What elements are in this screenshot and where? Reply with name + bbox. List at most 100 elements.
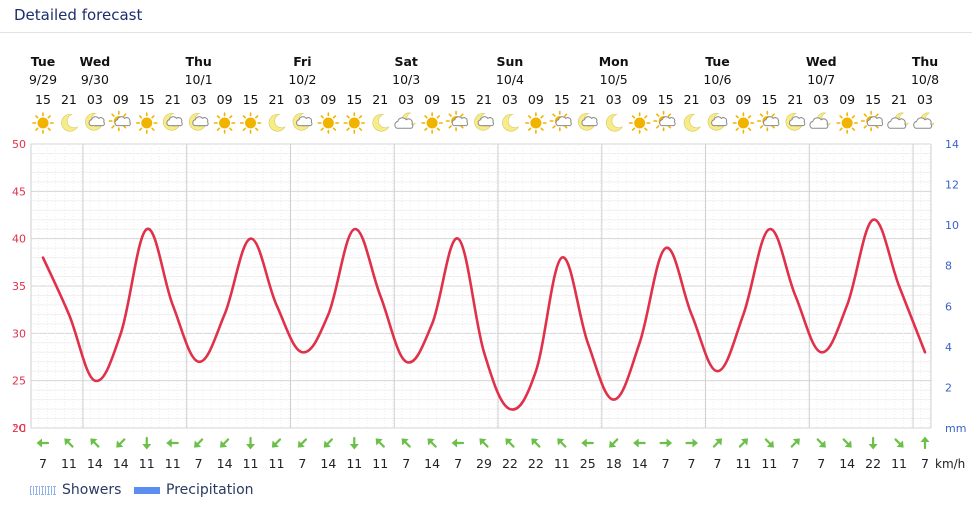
wind-arrow <box>842 438 852 448</box>
weather-icon-moon-cloud <box>292 112 313 131</box>
y2-tick-label: 8 <box>945 260 952 273</box>
temperature-point <box>379 294 381 296</box>
legend-precipitation[interactable]: Precipitation <box>134 482 254 498</box>
hour-label: 03 <box>191 92 207 107</box>
hour-label: 21 <box>787 92 803 107</box>
wind-arrow <box>64 438 74 448</box>
hour-label: 09 <box>632 92 648 107</box>
weather-icon-sun-cloud <box>549 110 572 132</box>
day-date: 10/5 <box>600 72 628 87</box>
wind-arrow <box>712 438 723 448</box>
y2-tick-label: 14 <box>945 138 959 151</box>
hour-label: 03 <box>917 92 933 107</box>
cloud-icon <box>913 117 933 129</box>
cloud-icon <box>296 116 313 127</box>
wind-arrow <box>894 438 904 448</box>
wind-speed-label: 7 <box>195 456 203 471</box>
temperature-point <box>197 361 199 363</box>
legend-showers[interactable]: Showers <box>30 482 121 498</box>
wind-arrow <box>633 438 646 448</box>
hour-label: 09 <box>424 92 440 107</box>
wind-speed-label: 14 <box>113 456 129 471</box>
sun-icon <box>32 112 54 134</box>
wind-speed-label: 7 <box>662 456 670 471</box>
temperature-point <box>820 351 822 353</box>
hour-label: 03 <box>87 92 103 107</box>
day-date: 10/6 <box>703 72 731 87</box>
cloud-icon <box>394 117 414 129</box>
wind-speed-label: 29 <box>476 456 492 471</box>
wind-arrow <box>581 438 594 448</box>
wind-arrow <box>375 438 385 448</box>
day-date: 10/7 <box>807 72 835 87</box>
temperature-point <box>431 323 433 325</box>
day-name: Mon <box>599 54 629 69</box>
weather-icon-moon-cloud <box>578 112 598 131</box>
y-tick-label: 40 <box>12 233 26 246</box>
wind-speed-label: 7 <box>791 456 799 471</box>
wind-speed-label: 22 <box>528 456 544 471</box>
cloud-icon <box>866 116 884 127</box>
temperature-point <box>327 313 329 315</box>
temperature-point <box>924 351 926 353</box>
cloud-icon <box>88 116 105 127</box>
wind-arrow <box>90 438 100 448</box>
day-date: 10/2 <box>288 72 316 87</box>
weather-icon-moon <box>502 113 520 132</box>
temperature-point <box>768 228 770 230</box>
wind-speed-label: 11 <box>346 456 362 471</box>
wind-arrow <box>142 436 152 450</box>
wind-arrow <box>427 438 437 448</box>
wind-speed-label: 7 <box>688 456 696 471</box>
temperature-point <box>483 351 485 353</box>
weather-icon-moon-cloud <box>707 112 728 131</box>
sun-icon <box>628 112 651 134</box>
weather-icon-cloud-moon <box>887 112 909 129</box>
hour-label: 21 <box>269 92 285 107</box>
wind-arrow <box>36 438 50 448</box>
precipitation-label: Precipitation <box>166 482 254 498</box>
moon-icon <box>372 113 390 132</box>
temperature-point <box>275 304 277 306</box>
sun-icon <box>732 112 755 134</box>
wind-speed-label: 14 <box>424 456 440 471</box>
cloud-icon <box>581 116 598 127</box>
temperature-point <box>664 247 666 249</box>
wind-arrow <box>738 438 749 448</box>
weather-icon-cloud-moon <box>394 112 416 129</box>
y-tick-label: 30 <box>12 327 26 340</box>
wind-speed-label: 11 <box>735 456 751 471</box>
wind-speed-label: 7 <box>713 456 721 471</box>
wind-arrow <box>531 438 541 448</box>
hour-label: 09 <box>113 92 129 107</box>
temperature-point <box>405 361 407 363</box>
temperature-point <box>301 351 303 353</box>
wind-speed-label: 22 <box>502 456 518 471</box>
weather-icon-cloud-moon <box>809 112 832 129</box>
day-name: Fri <box>293 54 311 69</box>
sun-icon <box>343 112 366 134</box>
hour-label: 03 <box>606 92 622 107</box>
wind-arrow <box>297 438 308 448</box>
temperature-point <box>146 228 148 230</box>
day-name: Tue <box>705 54 730 69</box>
temperature-point <box>690 313 692 315</box>
cloud-icon <box>166 116 183 127</box>
showers-swatch <box>30 485 56 495</box>
wind-speed-label: 11 <box>554 456 570 471</box>
temperature-point <box>638 342 640 344</box>
day-name: Sun <box>497 54 524 69</box>
wind-arrow <box>116 438 126 448</box>
wind-speed-label: 7 <box>454 456 462 471</box>
wind-arrow <box>609 438 619 448</box>
wind-arrow <box>323 438 333 448</box>
hour-label: 15 <box>139 92 155 107</box>
y-tick-label: 25 <box>12 375 26 388</box>
cloud-icon <box>659 116 676 127</box>
temperature-point <box>742 313 744 315</box>
weather-icon-sun <box>421 112 443 134</box>
cloud-icon <box>788 116 806 127</box>
moon-icon <box>61 113 79 132</box>
moon-icon <box>606 113 623 132</box>
